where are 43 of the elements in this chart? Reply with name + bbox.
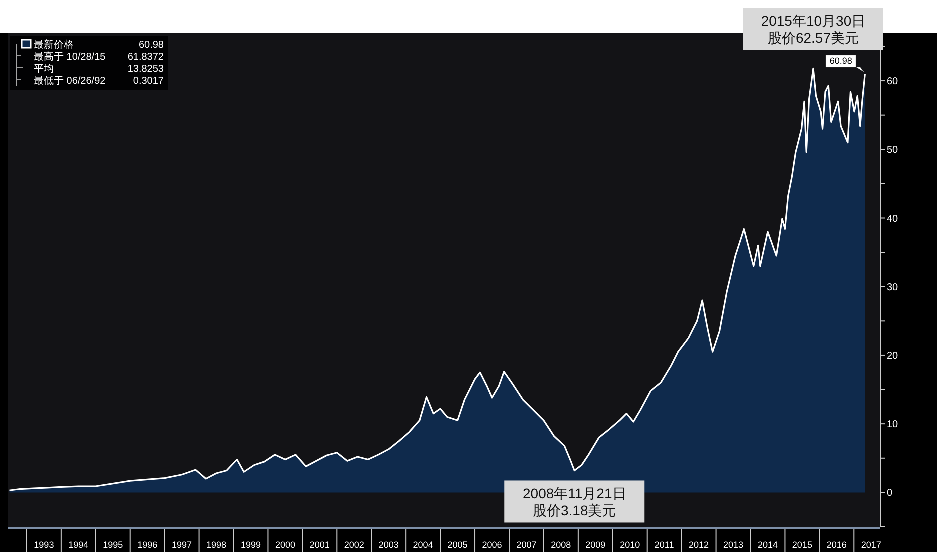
annotation: 0.3017 — [133, 76, 164, 87]
legend-label: 最新价格 — [34, 39, 74, 51]
x-tick-label: 2015 — [792, 540, 812, 550]
x-tick-label: 2010 — [620, 540, 640, 550]
y-tick-label: 10 — [887, 420, 899, 431]
x-tick-label: 2005 — [448, 540, 468, 550]
y-tick-label: 20 — [887, 350, 899, 362]
x-tick-label: 2017 — [861, 540, 882, 550]
x-tick-label: 2012 — [689, 540, 710, 550]
y-tick-label: 0 — [887, 488, 893, 500]
x-tick-label: 2000 — [275, 540, 296, 550]
x-tick-label: 1996 — [138, 540, 158, 550]
x-tick-label: 2011 — [654, 540, 674, 550]
annotation: 60.98 — [830, 56, 852, 66]
y-tick-label: 40 — [887, 214, 899, 225]
x-tick-label: 1994 — [68, 540, 89, 550]
x-tick-label: 2014 — [758, 540, 778, 550]
annotation: 最低于 06/26/92 — [34, 76, 106, 87]
x-tick-label: 1995 — [103, 540, 124, 550]
annotation: 2008年11月21日股价3.18美元 — [523, 486, 626, 519]
annotation: 13.8253 — [128, 64, 164, 75]
x-tick-label: 2016 — [826, 540, 847, 550]
x-tick-label: 1999 — [240, 540, 262, 550]
y-tick-label: 60 — [887, 76, 899, 88]
x-tick-label: 1997 — [172, 540, 192, 550]
x-tick-label: 2001 — [310, 540, 330, 550]
x-tick-label: 1998 — [206, 540, 227, 550]
annotation: 2015年10月30日股价62.57美元 — [761, 13, 866, 46]
x-tick-label: 2003 — [378, 540, 399, 550]
x-tick-label: 2006 — [482, 540, 502, 550]
x-tick-label: 2009 — [586, 540, 606, 550]
x-tick-label: 2008 — [551, 540, 572, 550]
x-tick-label: 1993 — [34, 540, 54, 550]
x-tick-label: 2013 — [724, 540, 744, 550]
annotation: 61.8372 — [128, 52, 164, 63]
x-tick-label: 2002 — [344, 540, 364, 550]
x-tick-label: 2004 — [413, 540, 434, 550]
annotation: 最高于 10/28/15 — [34, 51, 106, 63]
y-tick-label: 50 — [887, 145, 899, 156]
annotation: 60.98 — [138, 40, 164, 51]
annotation: 平均 — [34, 63, 54, 75]
y-tick-label: 30 — [887, 282, 899, 294]
x-tick-label: 2007 — [516, 540, 537, 550]
